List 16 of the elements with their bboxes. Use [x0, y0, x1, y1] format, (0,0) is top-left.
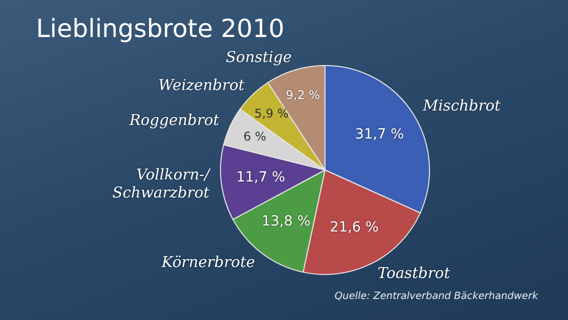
- slice-label: Mischbrot: [422, 96, 502, 115]
- slice-label: Vollkorn-/ Schwarzbrot: [112, 165, 212, 202]
- data-label: 5,9 %: [254, 106, 289, 120]
- slice-label: Weizenbrot: [158, 76, 246, 94]
- data-label: 9,2 %: [286, 88, 320, 102]
- data-label: 11,7 %: [236, 170, 286, 186]
- slice-label: Roggenbrot: [128, 111, 220, 130]
- data-label: 13,8 %: [262, 213, 311, 230]
- slice-label: Sonstige: [226, 48, 292, 66]
- source-note: Quelle: Zentralverband Bäckerhandwerk: [334, 291, 538, 302]
- slice-label: Toastbrot: [378, 264, 451, 282]
- slice-label: Körnerbrote: [160, 253, 256, 272]
- chart-title: Lieblingsbrote 2010: [36, 14, 284, 43]
- data-label: 6 %: [243, 130, 266, 144]
- data-label: 21,6 %: [330, 219, 379, 236]
- data-label: 31,7 %: [354, 126, 404, 142]
